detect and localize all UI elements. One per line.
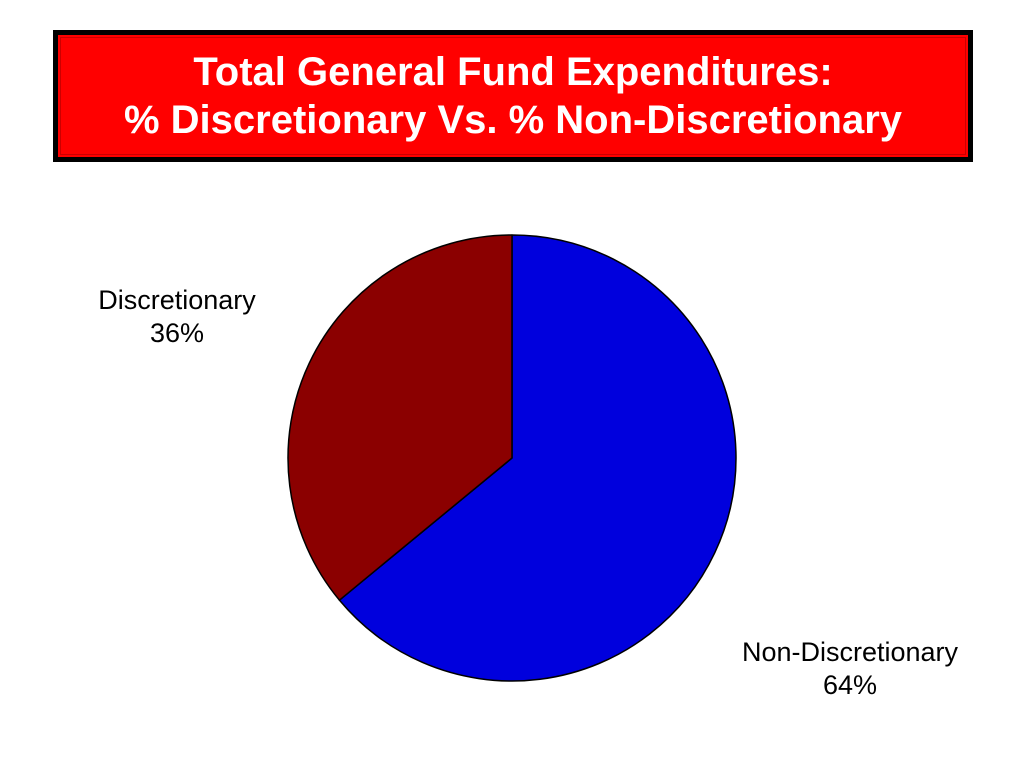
label-discretionary-value: 36% xyxy=(149,318,205,348)
label-non-discretionary: Non-Discretionary 64% xyxy=(708,636,992,702)
label-non-discretionary-value: 64% xyxy=(822,670,878,700)
pie-slice-non-discretionary xyxy=(338,234,737,682)
pie-slice-discretionary xyxy=(287,234,513,601)
title-box: Total General Fund Expenditures: % Discr… xyxy=(53,30,973,162)
title-line-2: % Discretionary Vs. % Non-Discretionary xyxy=(123,98,903,142)
label-discretionary: Discretionary 36% xyxy=(74,284,280,350)
label-non-discretionary-name: Non-Discretionary xyxy=(741,637,959,667)
title-banner: Total General Fund Expenditures: % Discr… xyxy=(56,33,970,159)
title-line-1: Total General Fund Expenditures: xyxy=(193,50,833,94)
label-discretionary-name: Discretionary xyxy=(98,285,256,315)
